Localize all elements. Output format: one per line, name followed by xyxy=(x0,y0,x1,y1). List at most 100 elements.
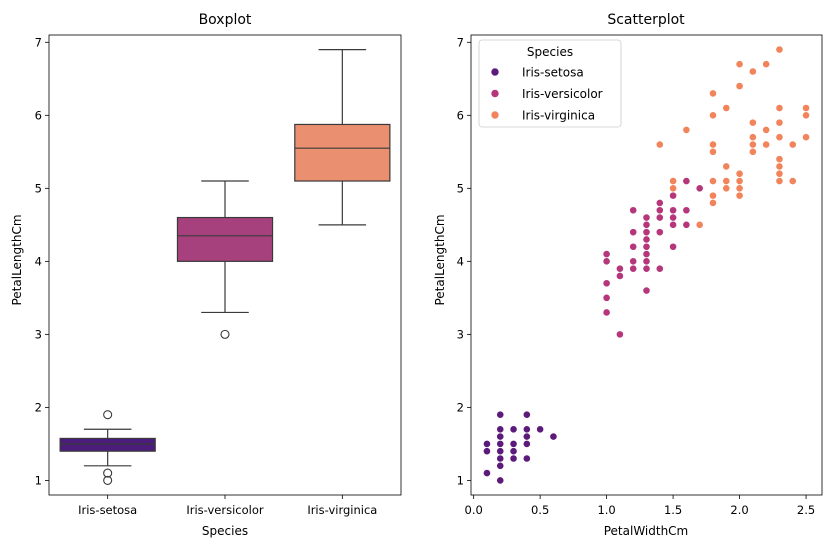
scatter-point xyxy=(496,476,505,485)
scatter-point xyxy=(709,111,717,120)
boxplot-panel: Boxplot Species PetalLengthCm 1 2 3 4 5 6 7 Ir… xyxy=(10,12,402,538)
scatter-point xyxy=(682,177,691,185)
boxplot-axes-frame xyxy=(48,34,402,496)
scatter-point xyxy=(748,133,757,142)
box-iris-virginica xyxy=(294,49,391,226)
scatterplot-legend: Species Iris-setosa Iris-versicolor Iris-v… xyxy=(478,39,622,128)
boxplot-y-tick-label: 4 xyxy=(35,254,42,268)
scatter-point xyxy=(629,257,638,266)
legend-marker xyxy=(490,67,500,77)
box-iqr-rect xyxy=(176,216,274,262)
scatter-point xyxy=(496,461,505,470)
scatter-point xyxy=(748,147,757,156)
scatterplot-axes-frame xyxy=(470,34,823,496)
scatterplot-x-axis-label: PetalWidthCm xyxy=(604,524,689,538)
boxplot-x-tick-label: Iris-virginica xyxy=(307,503,377,517)
scatterplot-x-tick-label: 2.0 xyxy=(730,503,748,517)
scatter-point xyxy=(669,206,677,215)
boxplot-y-tick-label: 7 xyxy=(35,35,42,49)
scatter-point xyxy=(642,235,651,244)
scatter-point xyxy=(655,213,664,222)
scatterplot-y-tick-label: 2 xyxy=(457,400,464,414)
boxplot-y-tick-label: 1 xyxy=(35,473,42,487)
scatter-point xyxy=(775,162,784,171)
scatter-point xyxy=(602,257,611,266)
scatter-point xyxy=(496,447,505,456)
legend-label: Iris-virginica xyxy=(522,109,595,123)
boxplot-y-tick-label: 3 xyxy=(35,327,42,341)
boxplot-y-axis-label: PetalLengthCm xyxy=(10,214,24,305)
scatter-point xyxy=(522,439,531,448)
scatter-point xyxy=(642,250,651,258)
scatter-point xyxy=(655,228,664,237)
box-outlier xyxy=(103,410,113,420)
scatter-point xyxy=(709,89,717,98)
box-iris-versicolor xyxy=(176,180,274,339)
scatter-point xyxy=(802,104,810,112)
scatter-point xyxy=(509,447,518,456)
scatter-point xyxy=(735,177,744,185)
scatter-point xyxy=(669,220,677,229)
scatter-point xyxy=(735,184,744,193)
scatter-point xyxy=(762,140,771,149)
scatterplot-y-axis-label: PetalLengthCm xyxy=(433,214,447,305)
scatterplot-y-tick-label: 6 xyxy=(457,108,464,122)
scatterplot-x-tick-label: 0.5 xyxy=(531,503,549,517)
scatterplot-panel: Scatterplot PetalWidthCm PetalLengthCm 1… xyxy=(433,12,823,538)
scatterplot-x-tick-label: 0.0 xyxy=(465,503,483,517)
scatter-point xyxy=(483,469,491,477)
scatter-point xyxy=(709,191,717,200)
scatter-point xyxy=(748,140,757,149)
scatter-point xyxy=(695,220,704,229)
scatter-point xyxy=(735,82,744,91)
box-iqr-rect xyxy=(59,437,156,452)
scatterplot-y-ticks: 1 2 3 4 5 6 7 xyxy=(457,35,471,487)
boxplot-x-axis-label: Species xyxy=(202,524,248,538)
scatter-point xyxy=(496,439,505,448)
series-iris-virginica xyxy=(655,45,810,229)
boxplot-y-ticks: 1 2 3 4 5 6 7 xyxy=(35,35,49,487)
scatter-point xyxy=(616,264,624,273)
box-outlier xyxy=(103,468,113,478)
scatter-point xyxy=(775,133,784,142)
scatterplot-x-ticks: 0.0 0.5 1.0 1.5 2.0 2.5 xyxy=(465,495,815,517)
boxplot-x-tick-label: Iris-versicolor xyxy=(186,503,264,517)
scatter-point xyxy=(496,432,505,441)
scatter-point xyxy=(775,104,784,112)
series-iris-setosa xyxy=(483,410,558,485)
legend-label: Iris-setosa xyxy=(522,66,584,80)
scatter-point xyxy=(629,228,638,237)
scatter-point xyxy=(775,45,784,54)
scatter-point xyxy=(522,454,531,463)
scatter-point xyxy=(722,177,731,185)
scatter-point xyxy=(655,199,664,207)
boxplot-y-tick-label: 5 xyxy=(35,181,42,195)
scatter-point xyxy=(642,257,651,266)
boxplot-marks xyxy=(59,49,391,485)
scatter-point xyxy=(669,191,677,200)
scatter-point xyxy=(735,60,744,69)
scatter-point xyxy=(762,126,771,134)
boxplot-y-tick-label: 2 xyxy=(35,400,42,414)
box-iris-setosa xyxy=(59,410,156,485)
scatter-point xyxy=(722,104,731,112)
scatter-point xyxy=(682,206,691,215)
scatter-point xyxy=(642,242,651,251)
scatter-point xyxy=(709,140,717,149)
scatter-point xyxy=(788,140,797,149)
scatter-point xyxy=(655,140,664,149)
boxplot-x-ticks: Iris-setosa Iris-versicolor Iris-virginica xyxy=(78,495,377,517)
series-iris-versicolor xyxy=(602,177,717,339)
scatterplot-points xyxy=(483,45,810,485)
scatter-point xyxy=(616,330,624,339)
scatter-point xyxy=(748,67,757,76)
scatter-point xyxy=(522,432,531,441)
legend-marker xyxy=(490,110,500,120)
scatter-point xyxy=(655,206,664,215)
box-iqr-rect xyxy=(294,123,391,182)
scatter-point xyxy=(536,425,545,434)
scatter-point xyxy=(722,184,731,193)
scatter-point xyxy=(483,447,491,456)
scatter-point xyxy=(496,425,505,434)
scatter-point xyxy=(509,439,518,448)
